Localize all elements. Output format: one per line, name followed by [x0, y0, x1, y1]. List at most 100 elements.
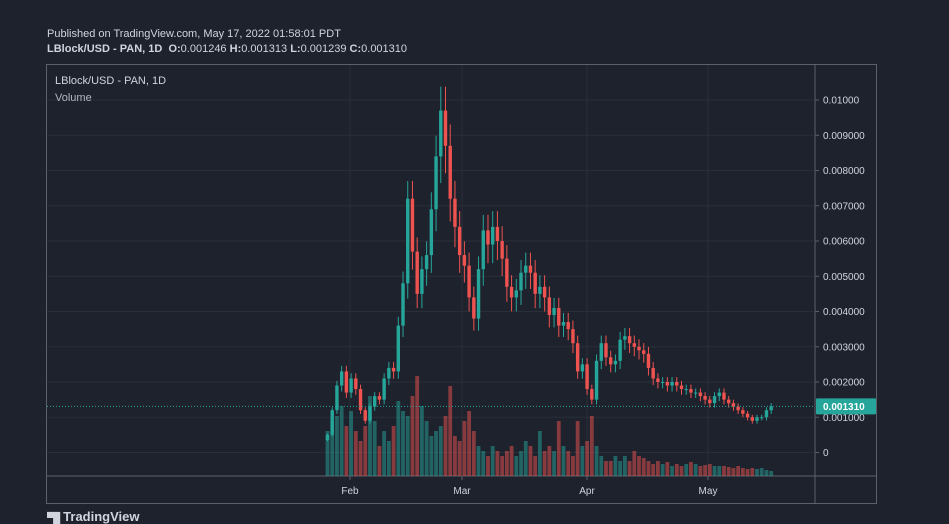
- candle-body: [575, 343, 580, 372]
- candle-body: [745, 413, 750, 418]
- volume-bar: [717, 466, 722, 476]
- candle-body: [590, 389, 594, 400]
- candle-body: [741, 410, 745, 414]
- candle-body: [731, 403, 736, 407]
- volume-bar: [509, 446, 514, 476]
- candle-body: [693, 392, 698, 394]
- candle-body: [542, 286, 547, 298]
- candle-body: [443, 110, 448, 146]
- volume-bar: [622, 456, 627, 476]
- candle-body: [679, 385, 684, 390]
- volume-bar: [556, 421, 561, 476]
- volume-bar: [589, 416, 594, 476]
- volume-bar: [519, 451, 523, 476]
- volume-bar: [684, 464, 689, 476]
- candle-body: [472, 297, 476, 319]
- candle-body: [632, 343, 636, 347]
- volume-bar: [420, 406, 424, 476]
- volume-bar: [471, 431, 476, 476]
- candle-body: [462, 255, 467, 266]
- grid-lines: [47, 65, 815, 476]
- candle-body: [646, 353, 651, 368]
- candle-body: [670, 382, 674, 386]
- volume-bar: [750, 468, 755, 476]
- price-tick-label: 0.003000: [823, 342, 865, 353]
- candle-body: [656, 378, 660, 382]
- candle-body: [354, 378, 358, 390]
- candle-body: [609, 357, 613, 365]
- volume-bar: [665, 462, 670, 476]
- volume-bar: [396, 401, 401, 476]
- candle-body: [712, 396, 717, 404]
- volume-bar: [646, 461, 651, 476]
- chart-header: Published on TradingView.com, May 17, 20…: [47, 27, 407, 57]
- volume-bar: [580, 446, 585, 476]
- price-tick-label: 0.002000: [823, 378, 865, 389]
- volume-bar: [448, 386, 453, 476]
- volume-bar: [325, 431, 330, 476]
- open-value: 0.001246: [180, 43, 227, 55]
- volume-bar: [391, 426, 396, 476]
- candle-body: [424, 255, 429, 270]
- candle-body: [689, 389, 693, 393]
- volume-bar: [618, 461, 623, 476]
- volume-bar: [759, 468, 764, 476]
- volume-bar: [533, 456, 538, 476]
- candle-body: [557, 307, 561, 326]
- candle-body: [467, 265, 471, 298]
- candle-body: [727, 399, 731, 404]
- candle-body: [495, 226, 500, 241]
- candle-body: [387, 367, 391, 379]
- candle-body: [585, 364, 589, 390]
- time-tick-label: Feb: [341, 486, 359, 497]
- candle-body: [561, 322, 566, 326]
- candle-body: [736, 406, 740, 411]
- volume-bar: [575, 421, 580, 476]
- volume-bar: [627, 461, 632, 476]
- candle-body: [684, 389, 688, 391]
- price-tick-label: 0: [823, 448, 829, 459]
- volume-bar: [344, 426, 349, 476]
- volume-bar: [547, 446, 552, 476]
- candle-body: [396, 325, 400, 372]
- candle-body: [453, 198, 457, 227]
- volume-bar: [599, 456, 604, 476]
- time-tick-label: Mar: [453, 486, 471, 497]
- price-tick-label: 0.008000: [823, 166, 865, 177]
- ohlc-line: LBlock/USD - PAN, 1D O:0.001246 H:0.0013…: [47, 42, 407, 57]
- candle-body: [764, 410, 769, 418]
- volume-bar: [500, 456, 505, 476]
- candle-body: [339, 371, 344, 386]
- candle-body: [505, 258, 509, 287]
- low-value: 0.001239: [300, 43, 347, 55]
- volume-bar: [434, 431, 438, 476]
- candle-body: [519, 272, 523, 291]
- volume-bar: [641, 458, 646, 476]
- volume-bar: [372, 421, 377, 476]
- price-tick-label: 0.004000: [823, 307, 865, 318]
- candle-body: [491, 226, 495, 245]
- volume-bar: [693, 464, 698, 476]
- candle-body: [604, 343, 608, 358]
- candle-body: [580, 364, 585, 372]
- candle-body: [514, 290, 518, 298]
- candle-body: [358, 389, 363, 411]
- candle-body: [755, 417, 759, 421]
- volume-bar: [712, 466, 717, 476]
- candle-body: [651, 367, 655, 379]
- volume-bar: [453, 436, 457, 476]
- candle-body: [368, 406, 372, 421]
- candle-body: [547, 297, 552, 316]
- candle-body: [373, 396, 377, 407]
- candle-body: [420, 269, 424, 294]
- volume-bar: [410, 396, 415, 476]
- volume-bar: [637, 456, 641, 476]
- candle-body: [481, 230, 485, 270]
- candle-body: [665, 382, 670, 386]
- volume-bar: [755, 469, 759, 476]
- volume-bar: [722, 466, 726, 476]
- volume-bar: [594, 446, 599, 476]
- tradingview-logo[interactable]: ▀█ TradingView: [47, 509, 140, 524]
- chart-frame[interactable]: [46, 64, 877, 504]
